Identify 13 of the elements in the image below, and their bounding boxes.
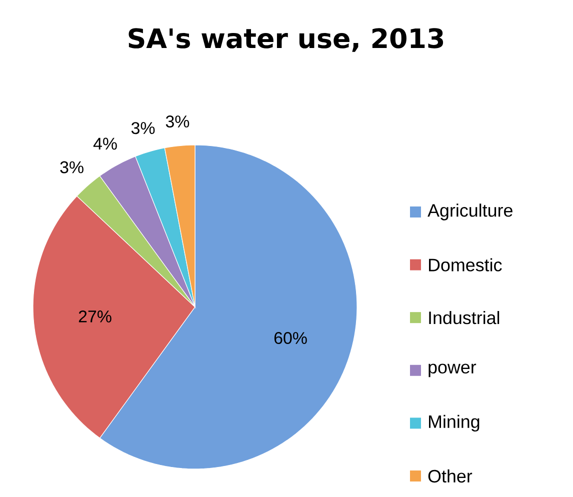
chart-title: SA's water use, 2013 xyxy=(128,28,444,52)
data-label: 3% xyxy=(131,122,155,134)
data-label: 3% xyxy=(166,116,190,128)
data-label: 60% xyxy=(274,332,307,344)
data-label: 3% xyxy=(60,161,84,174)
data-label: 4% xyxy=(93,138,117,150)
legend-label: Other xyxy=(428,469,472,483)
data-label: 27% xyxy=(78,310,112,322)
legend-label: Industrial xyxy=(429,310,500,324)
legend-label: power xyxy=(428,364,476,378)
legend-label: Mining xyxy=(429,414,480,432)
legend-label: Agriculture xyxy=(428,204,512,220)
legend-label: Domestic xyxy=(429,258,502,272)
